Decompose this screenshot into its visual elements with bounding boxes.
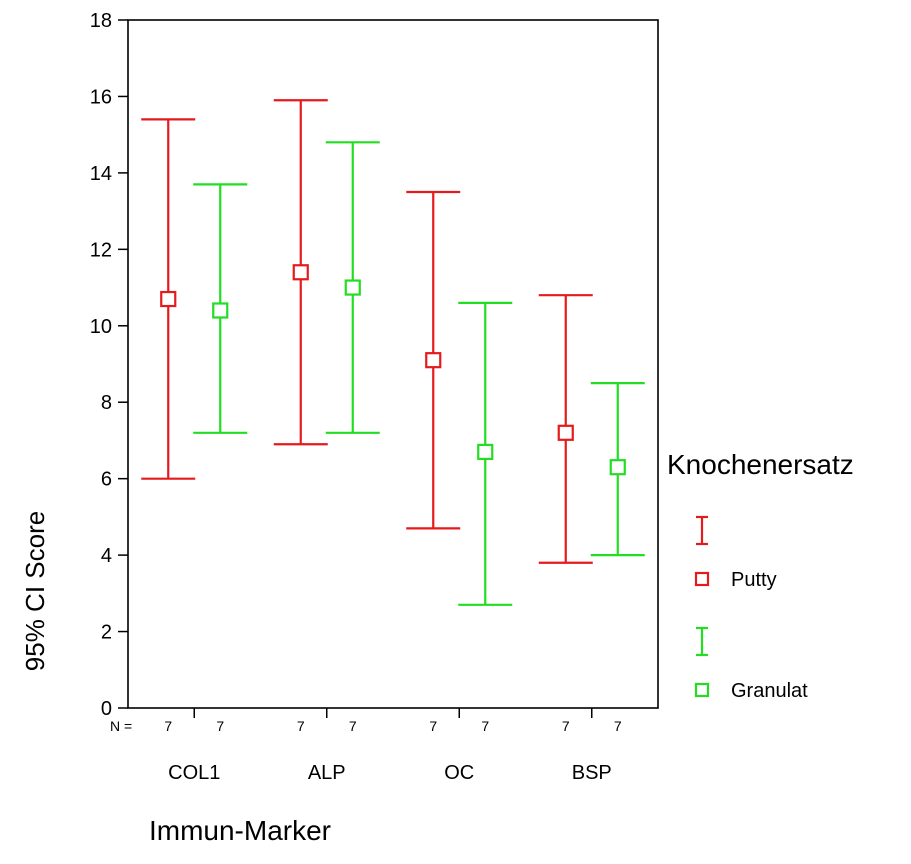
legend: Putty Granulat [694, 515, 808, 702]
y-tick-label: 4 [101, 545, 112, 567]
n-count: 7 [164, 718, 172, 734]
y-tick-label: 14 [90, 163, 112, 185]
y-tick-label: 8 [101, 392, 112, 414]
error-bars [141, 99, 645, 606]
n-count: 7 [562, 718, 570, 734]
legend-label: Granulat [731, 680, 808, 702]
x-axis-title: Immun-Marker [149, 815, 331, 846]
y-tick-label: 2 [101, 622, 112, 644]
error-bar-putty [406, 190, 461, 530]
error-bar-granulat [458, 301, 513, 606]
legend-label: Putty [731, 569, 777, 591]
y-tick-label: 6 [101, 469, 112, 491]
n-count: 7 [297, 718, 305, 734]
y-tick-label: 10 [90, 316, 112, 338]
mean-marker [344, 279, 361, 296]
error-bar-granulat [193, 183, 248, 434]
n-count: 7 [481, 718, 489, 734]
y-tick-label: 0 [101, 698, 112, 720]
y-axis: 0 2 4 6 8 10 12 14 16 18 [90, 10, 128, 720]
legend-mean-icon [694, 682, 710, 698]
y-axis-title: 95% CI Score [20, 511, 50, 671]
x-tick-label: ALP [308, 762, 346, 784]
mean-marker [425, 352, 442, 369]
n-count: 7 [429, 718, 437, 734]
mean-marker [160, 290, 177, 308]
error-bar-granulat [590, 382, 645, 557]
y-tick-label: 16 [90, 86, 112, 108]
x-tick-label: OC [444, 762, 474, 784]
legend-title: Knochenersatz [667, 449, 854, 480]
x-tick-label: COL1 [168, 762, 220, 784]
mean-marker [292, 264, 309, 281]
y-tick-label: 12 [90, 239, 112, 261]
n-label: N = [110, 718, 132, 734]
mean-marker [212, 302, 229, 319]
n-count: 7 [216, 718, 224, 734]
y-tick-label: 18 [90, 10, 112, 32]
x-tick-label: BSP [572, 762, 612, 784]
error-bar-putty [538, 294, 593, 564]
plot-frame [127, 19, 659, 709]
mean-marker [557, 424, 574, 441]
error-bar-putty [273, 99, 328, 446]
n-count: 7 [349, 718, 357, 734]
error-bar-putty [141, 118, 196, 480]
mean-marker [477, 443, 494, 461]
x-axis: N = COL1 7 7 ALP 7 7 OC 7 7 BSP 7 7 [110, 708, 622, 784]
mean-marker [609, 459, 626, 476]
error-bar-granulat [325, 141, 380, 434]
legend-mean-icon [694, 571, 710, 587]
n-count: 7 [614, 718, 622, 734]
